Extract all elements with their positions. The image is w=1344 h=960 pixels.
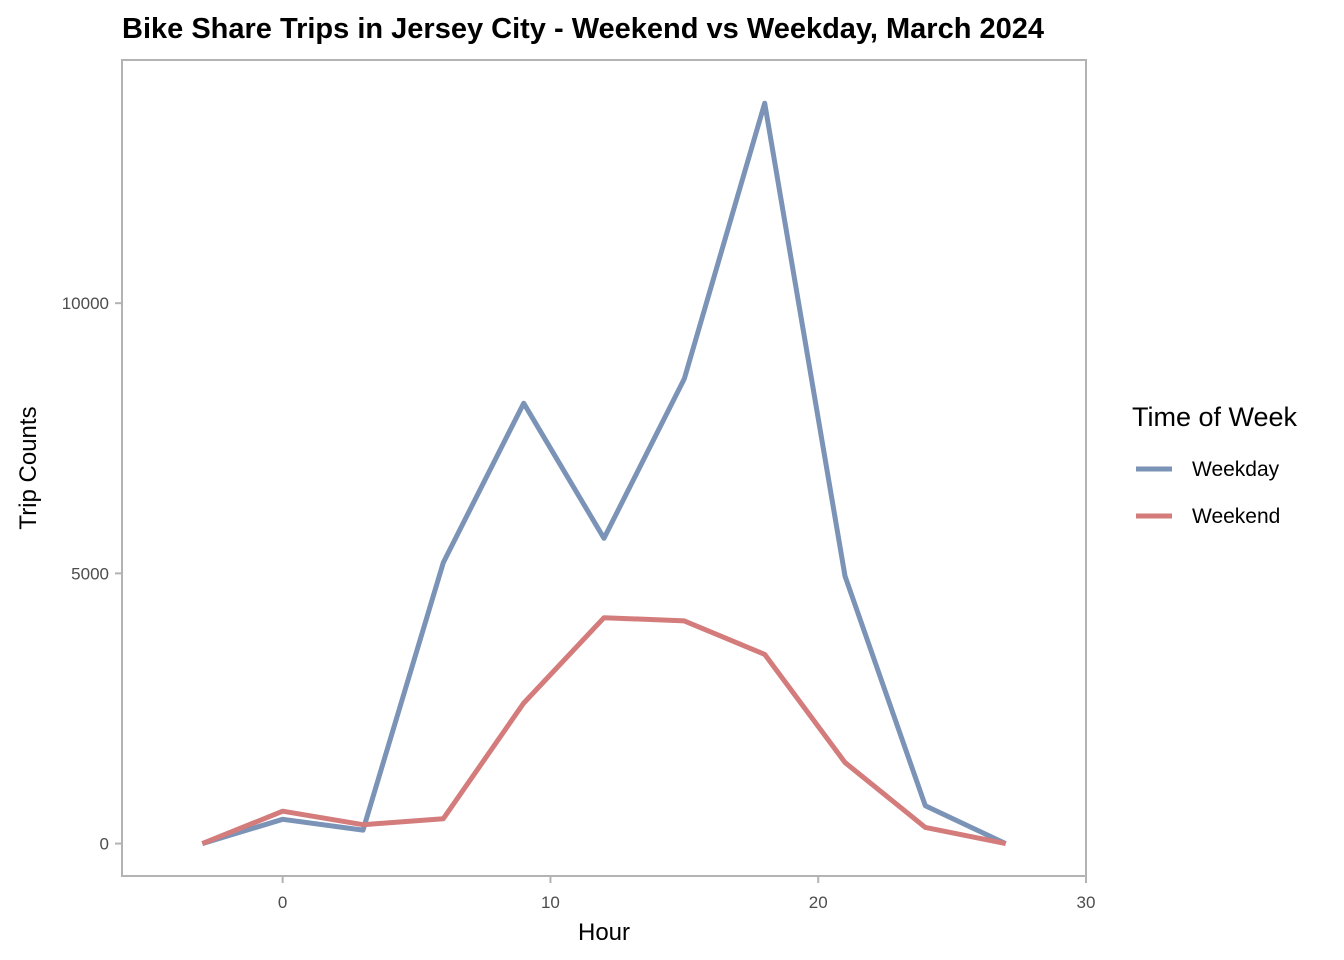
legend-label-weekday: Weekday [1192,458,1280,481]
y-axis: 0 5000 10000 [62,294,122,854]
x-axis: 0 10 20 30 [278,876,1096,912]
y-tick-label: 0 [100,835,109,854]
legend-title: Time of Week [1132,402,1298,432]
plot-panel-border [121,59,1087,877]
series-lines [201,100,1007,847]
x-tick-label: 20 [809,893,828,912]
series-line-weekday [201,100,1007,846]
series-line-weekend [201,615,1007,847]
legend: Time of Week Weekday Weekend [1132,402,1298,528]
x-tick-label: 0 [278,893,287,912]
x-tick-label: 10 [541,893,560,912]
x-axis-title: Hour [578,919,630,946]
y-axis-title: Trip Counts [15,406,42,529]
y-tick-label: 5000 [71,564,109,583]
y-tick-label: 10000 [62,294,109,313]
chart-title: Bike Share Trips in Jersey City - Weeken… [122,13,1044,45]
x-tick-label: 30 [1077,893,1096,912]
legend-label-weekend: Weekend [1192,505,1280,528]
